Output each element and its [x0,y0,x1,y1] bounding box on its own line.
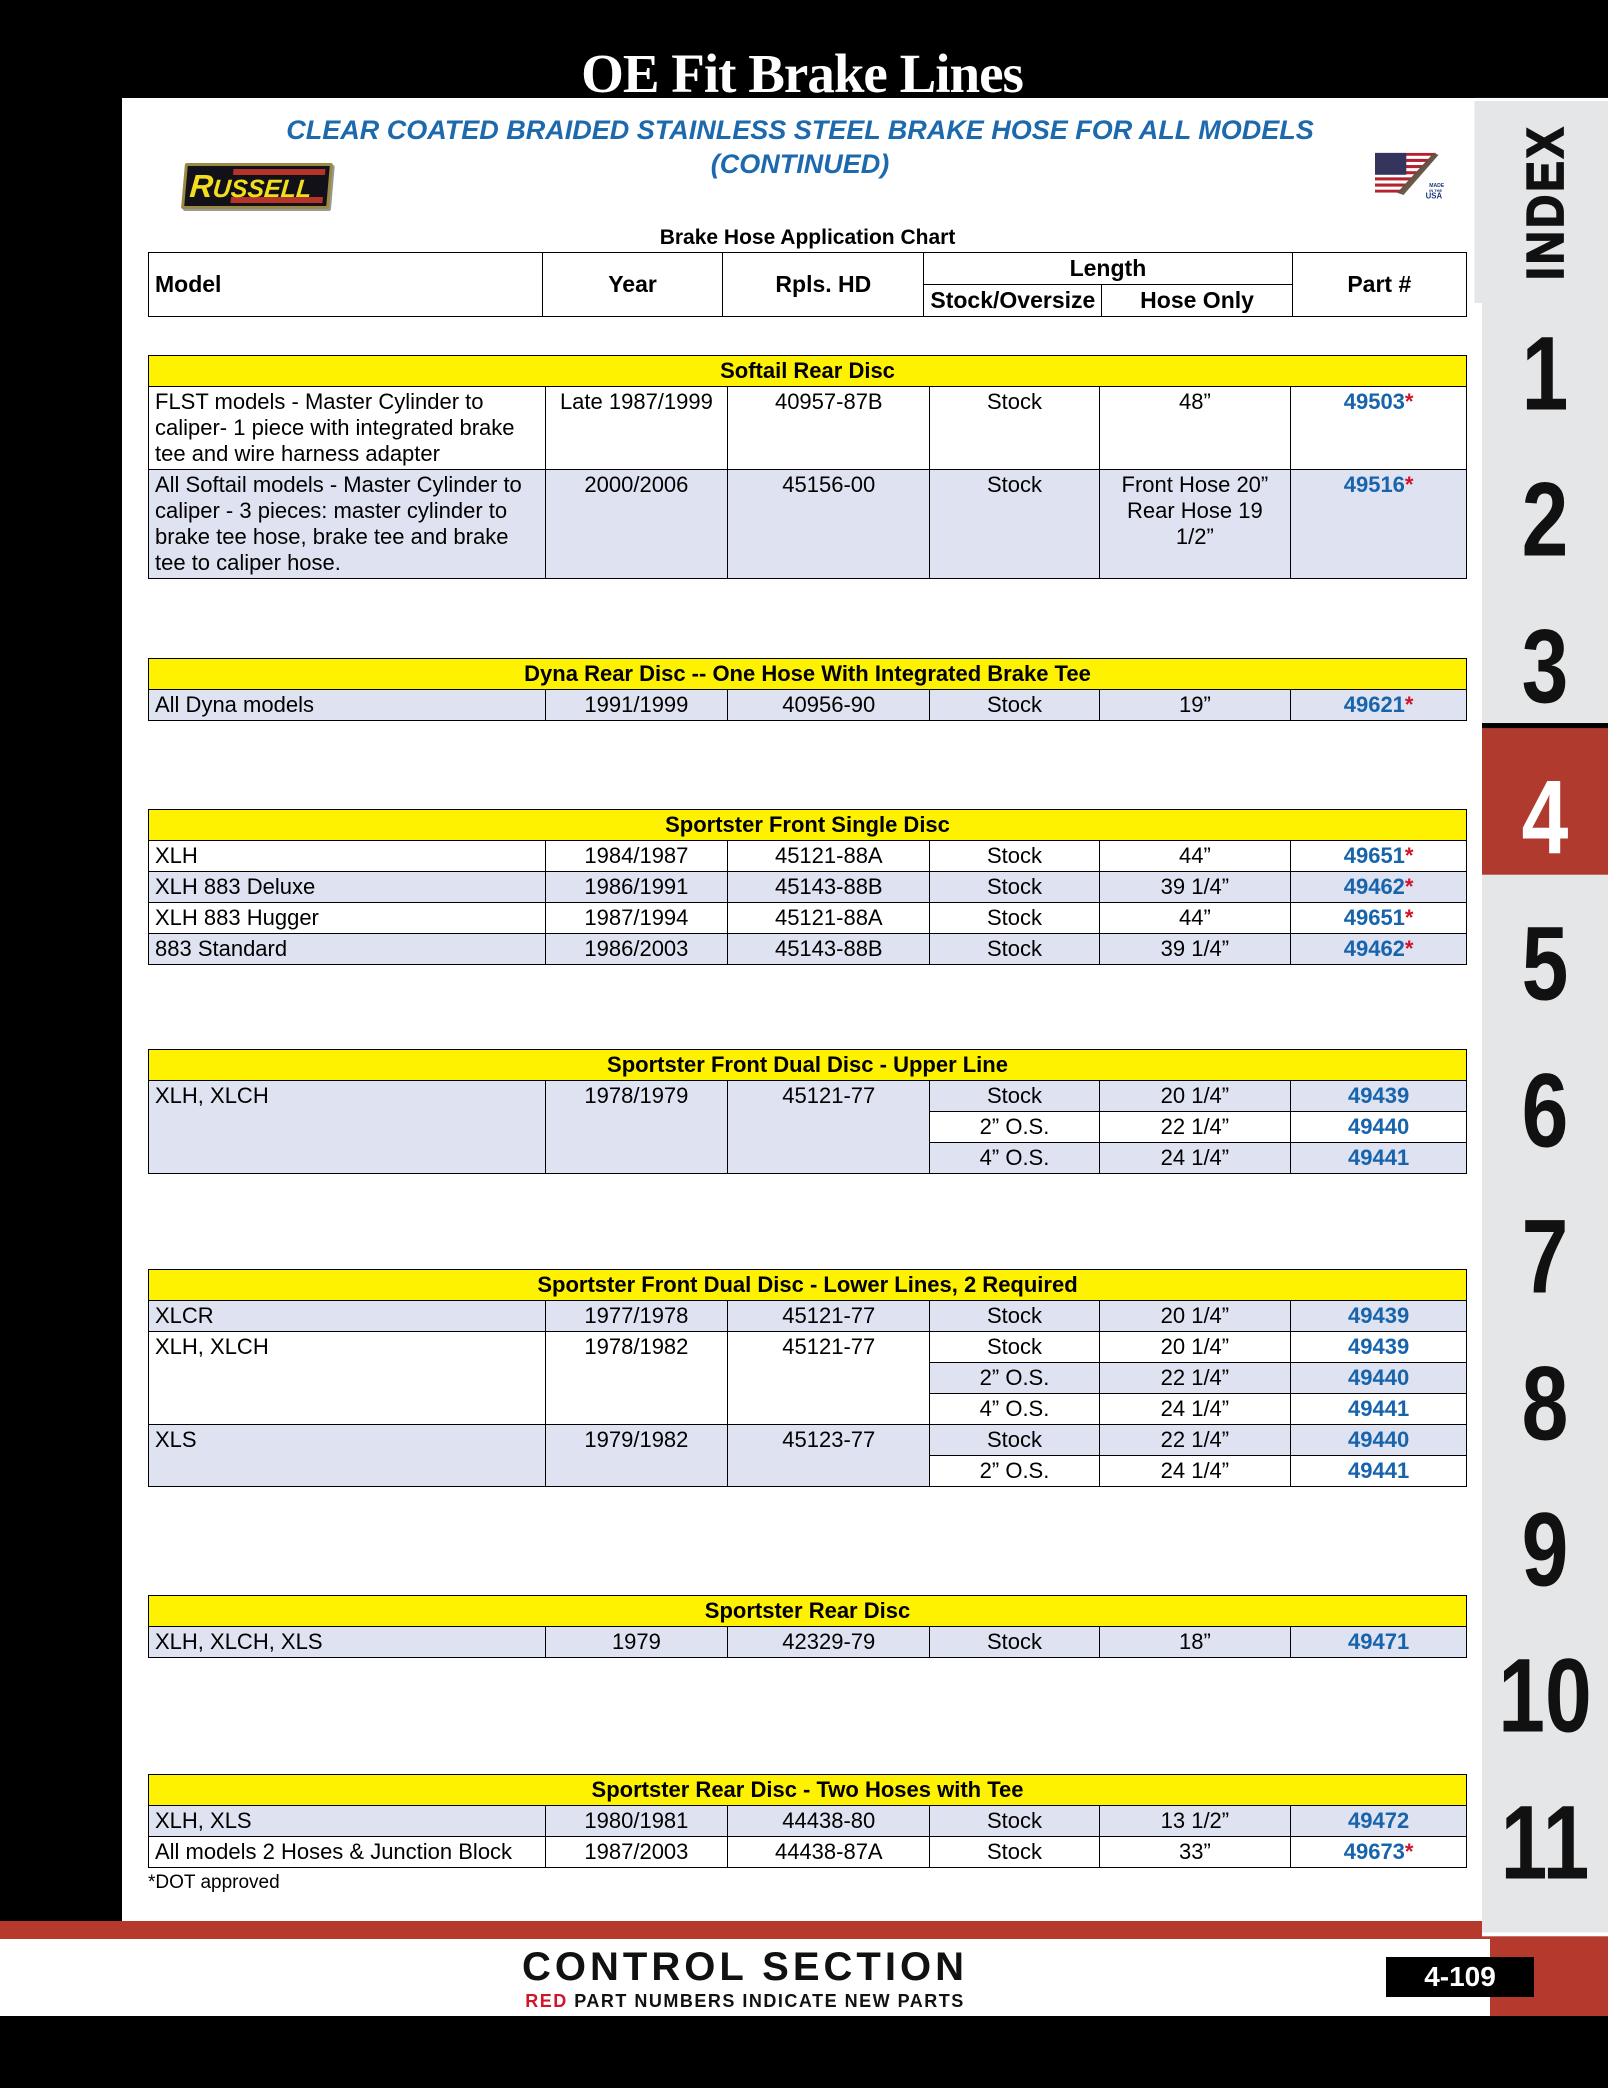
svg-text:USA: USA [1426,192,1443,201]
